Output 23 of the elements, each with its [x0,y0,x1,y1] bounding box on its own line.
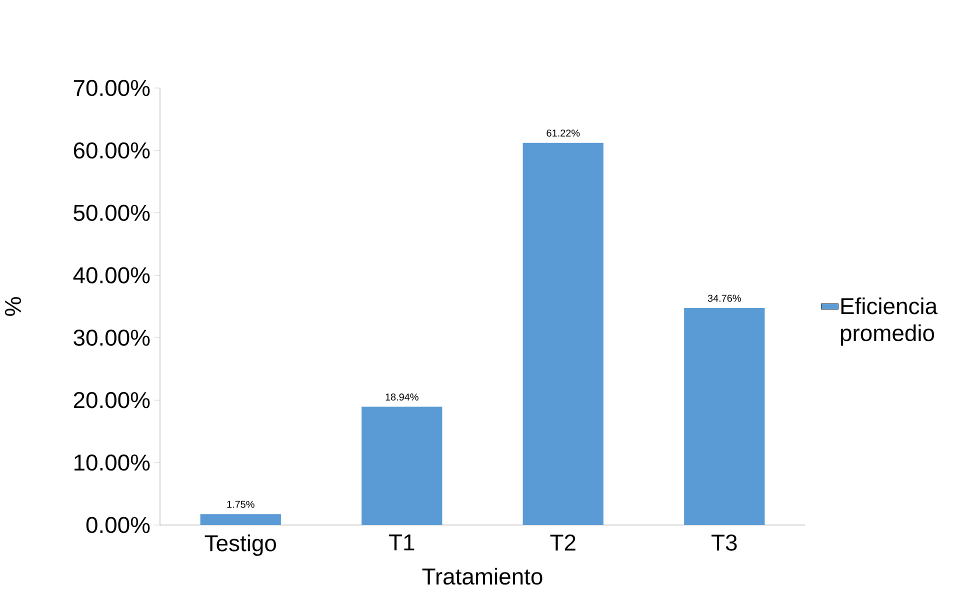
y-tick-label: 60.00% [74,142,150,159]
data-label: 34.76% [708,294,741,302]
data-label: 61.22% [546,130,580,137]
x-tick-label: T2 [550,534,576,551]
bar [522,142,604,525]
x-tick-label: T1 [389,534,414,550]
legend-label: Eficiencia promedio [840,297,938,346]
x-tick-label: Testigo [204,534,276,556]
y-tick-label: 50.00% [74,204,150,221]
bar [200,514,281,525]
y-tick-label: 40.00% [73,267,150,284]
bar [362,406,442,525]
y-tick-label: 0.00% [86,516,150,534]
x-axis-title: Tratamiento [422,568,542,585]
y-tick-label: 30.00% [74,330,150,346]
data-label: 18.94% [386,394,418,401]
y-tick-label: 20.00% [74,392,150,408]
data-label: 1.75% [227,500,254,508]
y-tick-label: 70.00% [74,80,150,96]
x-tick-label: T3 [712,534,737,551]
y-axis-title: % [4,297,22,316]
y-tick-label: 10.00% [74,454,150,471]
bar [684,308,765,525]
